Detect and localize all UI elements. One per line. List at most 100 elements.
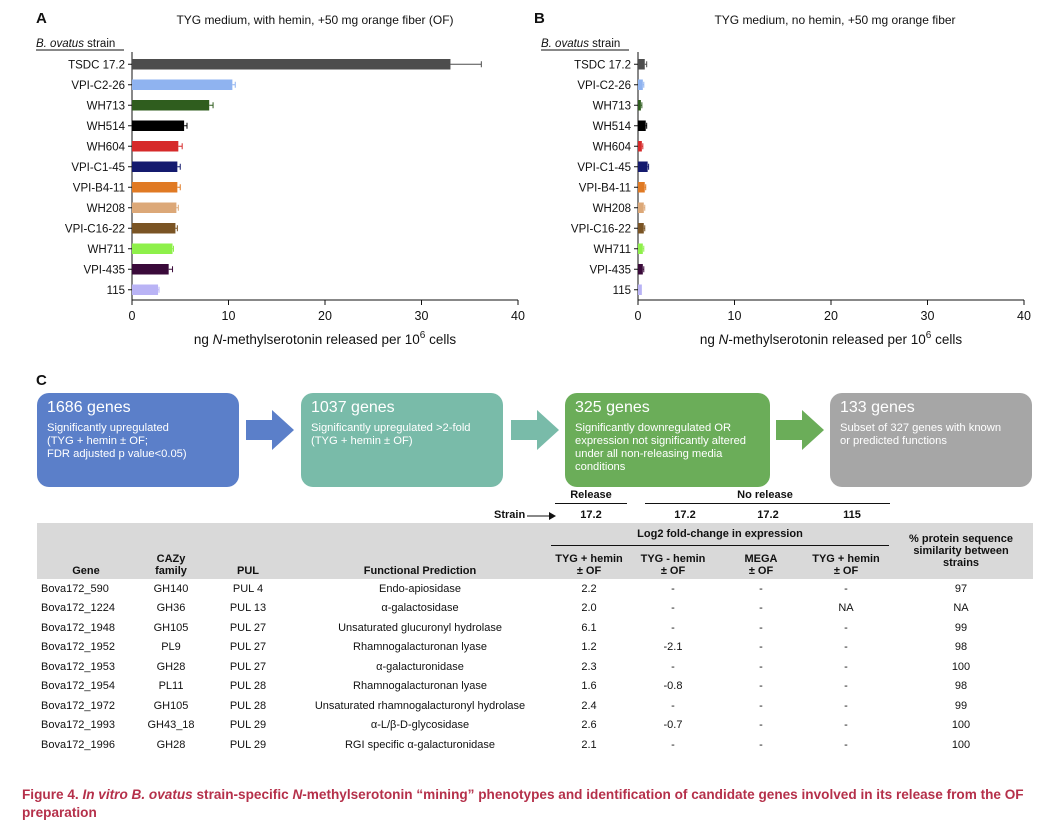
- table-cell: 2.3: [581, 660, 597, 673]
- panel-a-bar: [132, 202, 177, 213]
- table-cell: Bova172_1952: [41, 641, 116, 654]
- table-row: Bova172_1993 GH43_18 PUL 29 α-L/β-D-glycosi…: [37, 716, 1033, 736]
- flow-box-text: or predicted functions: [840, 435, 947, 447]
- panel-b-x-axis-label: ng N-methylserotonin released per 106 ce…: [700, 330, 962, 347]
- table-cell: -: [844, 738, 848, 751]
- panel-b-bar: [638, 161, 648, 172]
- flow-box-text: under all non-releasing media: [575, 448, 723, 460]
- table-cell: Bova172_1224: [41, 602, 116, 615]
- table-cell: 98: [954, 680, 968, 693]
- panel-b-bar: [638, 284, 642, 295]
- panel-b-letter: B: [534, 10, 545, 27]
- table-cell: -: [844, 621, 848, 634]
- table-cell: α-galacturonidase: [376, 660, 464, 673]
- table-cell: -: [759, 602, 763, 615]
- strain-label: Strain: [494, 509, 526, 521]
- panel-b-bar: [638, 264, 643, 275]
- table-cell: PUL 4: [232, 582, 264, 595]
- table-row: Bova172_1953 GH28 PUL 27 α-galacturonidase 2…: [37, 657, 1033, 677]
- table-cell: -: [671, 602, 675, 615]
- panel-a-category-label: VPI-C16-22: [65, 223, 125, 235]
- arrow-right-icon: [527, 512, 556, 520]
- table-cell: GH28: [156, 660, 186, 673]
- table-cell: -: [844, 660, 848, 673]
- panel-b-category-label: WH604: [593, 141, 632, 153]
- panel-a-bar: [132, 182, 178, 193]
- col-header-cazy: CAZy family: [135, 523, 207, 579]
- table-cell: GH43_18: [147, 719, 195, 732]
- strain-value: 17.2: [580, 509, 602, 521]
- table-cell: GH105: [153, 699, 189, 712]
- panel-b-bar: [638, 223, 644, 234]
- panel-b-bar: [638, 59, 645, 70]
- table-cell: Unsaturated glucuronyl hydrolase: [338, 621, 502, 634]
- table-cell: Rhamnogalacturonan lyase: [353, 641, 487, 654]
- panel-a-letter: A: [36, 10, 47, 27]
- panel-a-x-tick-label: 10: [222, 309, 236, 323]
- panel-a-x-axis-label: ng N-methylserotonin released per 106 ce…: [194, 330, 456, 347]
- col-header-pul: PUL: [207, 523, 289, 579]
- flow-box-325-genes: 325 genes Significantly downregulated OR…: [565, 393, 770, 487]
- flow-box-text: (TYG + hemin ± OF;: [47, 435, 148, 447]
- table-cell: NA: [953, 602, 969, 615]
- table-row: Bova172_1948 GH105 PUL 27 Unsaturated glucu…: [37, 618, 1033, 638]
- strain-value: 17.2: [674, 509, 696, 521]
- table-cell: Bova172_1954: [41, 680, 116, 693]
- table-cell: -: [759, 738, 763, 751]
- table-cell: α-galactosidase: [381, 602, 459, 615]
- table-cell: NA: [838, 602, 854, 615]
- panel-a-bar: [132, 59, 451, 70]
- panel-b-bar: [638, 120, 646, 131]
- panel-b-strain-header: B. ovatus strain: [541, 38, 620, 50]
- table-cell: Endo-apiosidase: [379, 582, 461, 595]
- flow-box-text: (TYG + hemin ± OF): [311, 435, 413, 447]
- table-cell: RGI specific α-galacturonidase: [344, 738, 496, 751]
- flow-arrow-1: [246, 410, 294, 450]
- panel-a-category-label: VPI-435: [83, 264, 125, 276]
- table-row: Bova172_1996 GH28 PUL 29 RGI specific α-gal…: [37, 735, 1033, 755]
- strain-value: 17.2: [757, 509, 779, 521]
- flow-box-text: Subset of 327 genes with known: [840, 422, 1002, 434]
- table-cell: 97: [954, 582, 968, 595]
- panel-a-category-label: WH514: [87, 121, 126, 133]
- table-cell: -2.1: [663, 641, 683, 654]
- table-cell: PUL 13: [229, 602, 267, 615]
- panel-b-bar: [638, 243, 643, 254]
- table-cell: 100: [951, 738, 971, 751]
- flow-box-text: Significantly downregulated OR: [575, 422, 732, 434]
- panel-b-title: TYG medium, no hemin, +50 mg orange fibe…: [714, 13, 956, 27]
- panel-a-bar: [132, 141, 179, 152]
- table-cell: -: [759, 641, 763, 654]
- panel-a-bar: [132, 284, 159, 295]
- table-cell: -: [759, 582, 763, 595]
- table-row: Bova172_1224 GH36 PUL 13 α-galactosidase 2.0…: [37, 599, 1033, 619]
- table-cell: GH28: [156, 738, 186, 751]
- flow-box-count: 1686 genes: [47, 399, 131, 416]
- table-cell: -: [844, 719, 848, 732]
- table-cell: Unsaturated rhamnogalacturonyl hydrolase: [314, 699, 526, 712]
- panel-b-bar: [638, 202, 644, 213]
- panel-b-category-label: WH711: [594, 244, 632, 256]
- table-cell: PUL 27: [229, 641, 267, 654]
- table-cell: Bova172_1993: [41, 719, 116, 732]
- panel-b-category-label: VPI-C1-45: [577, 162, 631, 174]
- flow-box-count: 133 genes: [840, 399, 915, 416]
- table-cell: -: [759, 621, 763, 634]
- panel-b-bar: [638, 100, 641, 111]
- table-cell: 99: [954, 699, 968, 712]
- table-cell: PUL 27: [229, 621, 267, 634]
- flow-box-1037-genes: 1037 genes Significantly upregulated >2-…: [301, 393, 503, 487]
- table-cell: 2.0: [581, 602, 597, 615]
- table-cell: GH36: [156, 602, 186, 615]
- panel-b-category-label: VPI-B4-11: [579, 182, 631, 194]
- panel-a-strain-header: B. ovatus strain: [36, 38, 115, 50]
- panel-a-bar: [132, 264, 169, 275]
- table-cell: 6.1: [581, 621, 597, 634]
- table-cell: Bova172_1996: [41, 738, 116, 751]
- panel-b-category-label: VPI-C16-22: [571, 223, 631, 235]
- col-header-similarity: % protein sequence similarity between stra…: [889, 523, 1033, 579]
- panel-b-category-label: 115: [613, 285, 631, 297]
- table-cell: 99: [954, 621, 968, 634]
- panel-a-bar: [132, 243, 173, 254]
- table-cell: -: [671, 660, 675, 673]
